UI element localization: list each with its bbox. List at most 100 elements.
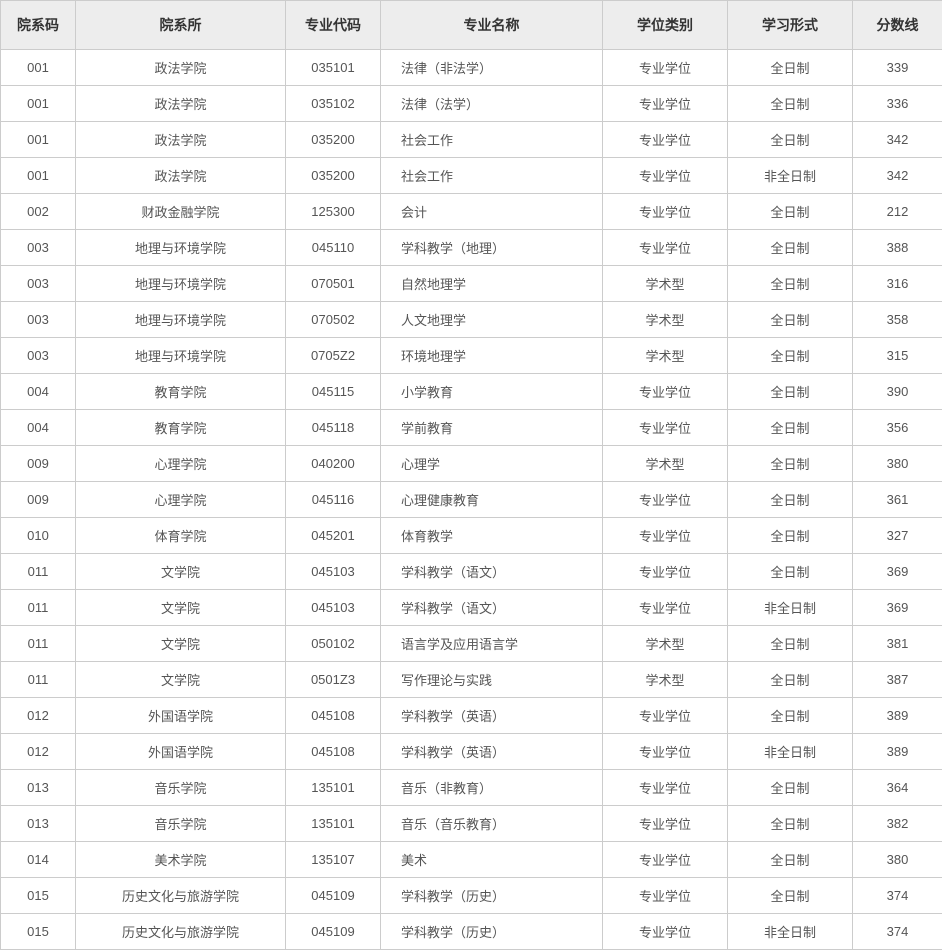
cell-study-mode: 全日制 — [728, 230, 853, 266]
cell-degree-type: 专业学位 — [603, 914, 728, 950]
cell-major-name: 学科教学（英语） — [381, 734, 603, 770]
cell-degree-type: 专业学位 — [603, 482, 728, 518]
cell-study-mode: 全日制 — [728, 338, 853, 374]
cell-major-name: 学科教学（历史） — [381, 914, 603, 950]
cell-study-mode: 非全日制 — [728, 590, 853, 626]
cell-major-code: 045109 — [286, 914, 381, 950]
cell-dept-code: 001 — [1, 86, 76, 122]
cell-score: 380 — [853, 842, 942, 878]
cell-dept-name: 地理与环境学院 — [76, 230, 286, 266]
cell-study-mode: 全日制 — [728, 374, 853, 410]
cell-major-code: 045103 — [286, 590, 381, 626]
cell-degree-type: 学术型 — [603, 338, 728, 374]
cell-dept-name: 文学院 — [76, 590, 286, 626]
cell-study-mode: 全日制 — [728, 194, 853, 230]
cell-dept-name: 外国语学院 — [76, 734, 286, 770]
cell-study-mode: 全日制 — [728, 842, 853, 878]
cell-dept-code: 003 — [1, 266, 76, 302]
table-body: 001政法学院035101法律（非法学）专业学位全日制339001政法学院035… — [1, 50, 942, 950]
cell-dept-name: 政法学院 — [76, 86, 286, 122]
cell-dept-name: 政法学院 — [76, 122, 286, 158]
cell-degree-type: 专业学位 — [603, 770, 728, 806]
cell-dept-name: 文学院 — [76, 626, 286, 662]
cell-dept-code: 009 — [1, 446, 76, 482]
table-header: 院系码 院系所 专业代码 专业名称 学位类别 学习形式 分数线 — [1, 1, 942, 50]
header-degree-type: 学位类别 — [603, 1, 728, 50]
table-row: 001政法学院035200社会工作专业学位非全日制342 — [1, 158, 942, 194]
table-row: 014美术学院135107美术专业学位全日制380 — [1, 842, 942, 878]
cell-study-mode: 全日制 — [728, 122, 853, 158]
cell-score: 358 — [853, 302, 942, 338]
cell-dept-name: 政法学院 — [76, 50, 286, 86]
cell-score: 374 — [853, 878, 942, 914]
cell-major-name: 音乐（音乐教育） — [381, 806, 603, 842]
cell-score: 390 — [853, 374, 942, 410]
table-row: 011文学院0501Z3写作理论与实践学术型全日制387 — [1, 662, 942, 698]
cell-major-code: 135107 — [286, 842, 381, 878]
cell-major-code: 050102 — [286, 626, 381, 662]
table-row: 003地理与环境学院070501自然地理学学术型全日制316 — [1, 266, 942, 302]
cell-dept-name: 文学院 — [76, 662, 286, 698]
cell-dept-code: 003 — [1, 338, 76, 374]
cell-major-code: 045108 — [286, 698, 381, 734]
cell-score: 342 — [853, 122, 942, 158]
cell-major-code: 045108 — [286, 734, 381, 770]
cell-major-name: 写作理论与实践 — [381, 662, 603, 698]
cell-dept-code: 011 — [1, 662, 76, 698]
cell-score: 382 — [853, 806, 942, 842]
cell-major-name: 心理学 — [381, 446, 603, 482]
cell-major-code: 035200 — [286, 158, 381, 194]
cell-dept-name: 历史文化与旅游学院 — [76, 878, 286, 914]
cell-major-name: 音乐（非教育） — [381, 770, 603, 806]
cell-dept-code: 001 — [1, 122, 76, 158]
cell-score: 342 — [853, 158, 942, 194]
cell-degree-type: 专业学位 — [603, 230, 728, 266]
table-row: 002财政金融学院125300会计专业学位全日制212 — [1, 194, 942, 230]
header-dept-code: 院系码 — [1, 1, 76, 50]
table-row: 001政法学院035101法律（非法学）专业学位全日制339 — [1, 50, 942, 86]
cell-major-name: 环境地理学 — [381, 338, 603, 374]
cell-major-name: 法律（法学） — [381, 86, 603, 122]
cell-dept-code: 009 — [1, 482, 76, 518]
cell-major-code: 040200 — [286, 446, 381, 482]
cell-major-code: 035102 — [286, 86, 381, 122]
cell-score: 389 — [853, 698, 942, 734]
cell-dept-code: 004 — [1, 410, 76, 446]
cell-degree-type: 专业学位 — [603, 518, 728, 554]
cell-dept-code: 011 — [1, 554, 76, 590]
cell-major-code: 125300 — [286, 194, 381, 230]
cell-major-name: 自然地理学 — [381, 266, 603, 302]
cell-score: 388 — [853, 230, 942, 266]
cell-dept-name: 外国语学院 — [76, 698, 286, 734]
cell-study-mode: 全日制 — [728, 410, 853, 446]
table-row: 013音乐学院135101音乐（非教育）专业学位全日制364 — [1, 770, 942, 806]
cell-study-mode: 全日制 — [728, 770, 853, 806]
table-row: 011文学院050102语言学及应用语言学学术型全日制381 — [1, 626, 942, 662]
cell-dept-name: 心理学院 — [76, 482, 286, 518]
cell-degree-type: 专业学位 — [603, 734, 728, 770]
cell-dept-name: 音乐学院 — [76, 806, 286, 842]
cell-major-name: 学科教学（地理） — [381, 230, 603, 266]
cell-major-code: 045118 — [286, 410, 381, 446]
table-row: 003地理与环境学院045110学科教学（地理）专业学位全日制388 — [1, 230, 942, 266]
cell-major-code: 070501 — [286, 266, 381, 302]
cell-major-code: 070502 — [286, 302, 381, 338]
table-row: 015历史文化与旅游学院045109学科教学（历史）专业学位非全日制374 — [1, 914, 942, 950]
cell-major-name: 会计 — [381, 194, 603, 230]
table-row: 011文学院045103学科教学（语文）专业学位非全日制369 — [1, 590, 942, 626]
cell-major-name: 学前教育 — [381, 410, 603, 446]
cell-score: 364 — [853, 770, 942, 806]
cell-dept-name: 文学院 — [76, 554, 286, 590]
cell-major-name: 社会工作 — [381, 158, 603, 194]
cell-degree-type: 学术型 — [603, 446, 728, 482]
cell-dept-name: 教育学院 — [76, 410, 286, 446]
cell-major-name: 美术 — [381, 842, 603, 878]
cell-study-mode: 全日制 — [728, 482, 853, 518]
cell-degree-type: 专业学位 — [603, 698, 728, 734]
cell-major-name: 社会工作 — [381, 122, 603, 158]
cell-dept-name: 地理与环境学院 — [76, 338, 286, 374]
cell-major-code: 0705Z2 — [286, 338, 381, 374]
cell-major-code: 0501Z3 — [286, 662, 381, 698]
table-row: 003地理与环境学院0705Z2环境地理学学术型全日制315 — [1, 338, 942, 374]
cell-major-code: 135101 — [286, 770, 381, 806]
